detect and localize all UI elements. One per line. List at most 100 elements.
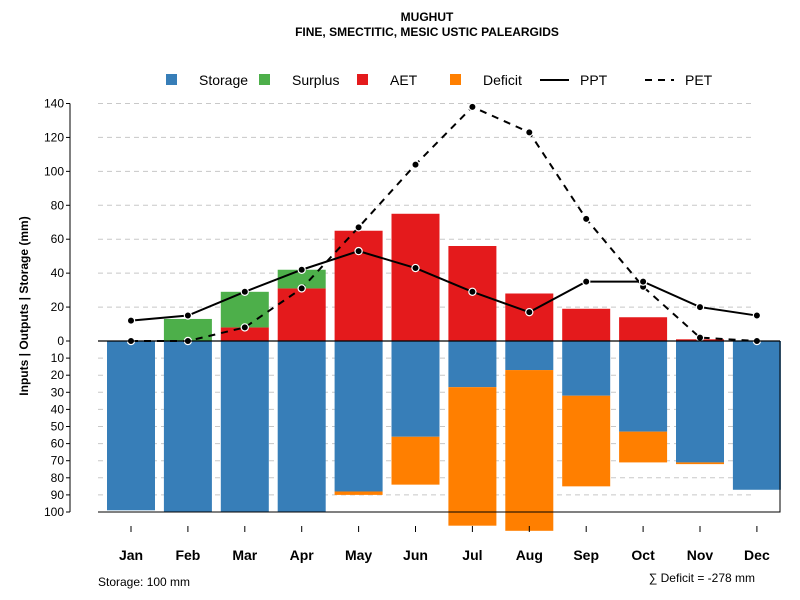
legend-label: AET xyxy=(390,72,418,88)
y-tick-label: 60 xyxy=(51,437,65,451)
x-tick-label: Feb xyxy=(175,547,200,563)
aet-bar xyxy=(619,317,668,341)
y-tick-label: 80 xyxy=(51,471,65,485)
pet-point xyxy=(354,223,363,232)
storage-bar xyxy=(562,341,611,396)
x-tick-label: Oct xyxy=(631,547,655,563)
y-tick-label: 100 xyxy=(44,505,64,519)
legend-item-aet: AET xyxy=(357,72,418,88)
storage-bar xyxy=(334,341,383,492)
storage-footnote: Storage: 100 mm xyxy=(98,575,190,589)
x-tick-label: Aug xyxy=(516,547,543,563)
y-tick-label: 90 xyxy=(51,488,65,502)
x-tick-label: Jul xyxy=(462,547,482,563)
legend-item-ppt: PPT xyxy=(540,72,608,88)
y-tick-label: 20 xyxy=(51,368,65,382)
deficit-bar xyxy=(619,431,668,463)
legend-item-deficit: Deficit xyxy=(450,72,522,88)
y-tick-label: 100 xyxy=(44,164,64,178)
surplus-bar xyxy=(220,291,269,328)
legend-label: Surplus xyxy=(292,72,339,88)
ppt-line xyxy=(130,250,758,322)
chart-bars xyxy=(107,213,781,531)
chart-axes: 0 20 40 60 80 100 120 140 10 20 30 40 50 60 70 80 90 100 J… xyxy=(44,97,781,563)
ppt-point xyxy=(126,316,136,325)
deficit-bar xyxy=(391,436,440,485)
y-tick-label: 120 xyxy=(44,130,64,144)
legend-label: PPT xyxy=(580,72,608,88)
storage-bar xyxy=(619,341,668,432)
pet-point xyxy=(525,128,534,137)
ppt-point xyxy=(240,287,249,297)
legend-swatch xyxy=(357,74,368,85)
storage-bar xyxy=(277,341,326,512)
x-tick-label: Jun xyxy=(403,547,428,563)
x-tick-label: May xyxy=(345,547,372,563)
aet-bar xyxy=(562,308,611,341)
aet-bar xyxy=(220,327,269,341)
storage-bar xyxy=(732,341,781,490)
storage-bar xyxy=(505,341,554,371)
y-tick-label: 140 xyxy=(44,97,64,111)
pet-point xyxy=(468,102,477,112)
storage-bar xyxy=(220,341,269,512)
y-tick-label: 20 xyxy=(51,300,65,314)
x-tick-label: Mar xyxy=(232,547,257,563)
legend-item-surplus: Surplus xyxy=(259,72,339,88)
x-tick-label: Sep xyxy=(573,547,599,563)
storage-bar xyxy=(163,341,212,512)
y-tick-label: 40 xyxy=(51,402,65,416)
y-tick-label: 70 xyxy=(51,454,65,468)
aet-bar xyxy=(505,293,554,341)
chart-title: MUGHUT xyxy=(401,10,454,24)
ppt-point xyxy=(411,263,420,273)
legend-item-pet: PET xyxy=(645,72,713,88)
aet-bar xyxy=(391,213,440,341)
legend-label: Deficit xyxy=(483,72,522,88)
chart-legend: Storage Surplus AET Deficit PPT PET xyxy=(166,72,713,88)
ppt-point xyxy=(525,307,534,317)
legend-swatch xyxy=(450,74,461,85)
pet-point xyxy=(297,284,306,293)
pet-point xyxy=(240,323,249,332)
surplus-bar xyxy=(163,318,212,341)
deficit-bar xyxy=(334,491,383,495)
x-tick-label: Jan xyxy=(119,547,143,563)
legend-swatch xyxy=(259,74,270,85)
deficit-bar xyxy=(676,462,724,465)
legend-label: Storage xyxy=(199,72,248,88)
y-tick-label: 40 xyxy=(51,266,65,280)
lower-panel-border xyxy=(98,341,781,513)
ppt-point xyxy=(183,311,193,320)
pet-point xyxy=(582,214,591,224)
legend-item-storage: Storage xyxy=(166,72,248,88)
storage-bar xyxy=(676,341,724,463)
deficit-bar xyxy=(562,395,611,487)
legend-label: PET xyxy=(685,72,713,88)
ppt-point xyxy=(582,277,591,286)
deficit-bar xyxy=(448,387,497,526)
y-axis-label: Inputs | Outputs | Storage (mm) xyxy=(17,216,31,395)
ppt-point xyxy=(297,265,306,274)
y-tick-label: 0 xyxy=(57,334,64,348)
deficit-bar xyxy=(505,370,554,531)
deficit-sum-footnote: ∑ Deficit = -278 mm xyxy=(649,571,755,585)
chart-subtitle: FINE, SMECTITIC, MESIC USTIC PALEARGIDS xyxy=(295,25,559,39)
y-tick-label: 10 xyxy=(51,351,65,365)
x-tick-label: Apr xyxy=(290,547,315,563)
pet-point xyxy=(411,160,420,169)
storage-bar xyxy=(107,341,155,511)
ppt-point xyxy=(354,246,363,256)
storage-bar xyxy=(391,341,440,437)
y-tick-label: 30 xyxy=(51,385,65,399)
y-tick-label: 60 xyxy=(51,232,65,246)
ppt-point xyxy=(695,302,705,312)
x-tick-label: Nov xyxy=(687,547,714,563)
ppt-point xyxy=(638,277,648,286)
y-tick-label: 80 xyxy=(51,198,65,212)
pet-line xyxy=(131,105,757,342)
ppt-point xyxy=(468,287,477,297)
aet-bar xyxy=(277,288,326,341)
pet-point xyxy=(695,333,705,342)
